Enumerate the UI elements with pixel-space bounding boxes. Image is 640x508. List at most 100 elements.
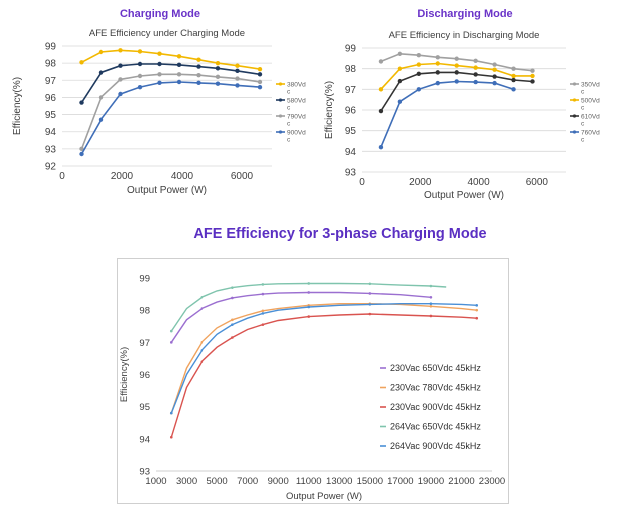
data-point — [473, 72, 478, 77]
y-tick-label: 97 — [345, 85, 357, 96]
data-point — [454, 79, 459, 84]
data-point — [231, 336, 234, 339]
data-point — [79, 60, 84, 65]
series-line — [80, 63, 261, 104]
data-point — [429, 314, 433, 318]
data-point — [307, 291, 311, 294]
legend-label: c — [287, 89, 291, 96]
data-point — [435, 61, 440, 66]
y-tick-label: 95 — [345, 126, 357, 137]
legend-label: c — [581, 137, 585, 144]
series-line — [81, 49, 261, 70]
data-point — [397, 99, 403, 104]
data-point — [196, 64, 201, 69]
legend-label: 900Vd — [287, 130, 306, 137]
three-phase-charging-chart: 93 94 95 96 97 98 99 1000 3000 5000 7000 9000 11000 1… — [119, 274, 505, 503]
x-tick-label: 0 — [59, 171, 65, 182]
y-tick-label: 95 — [45, 110, 57, 121]
data-point — [200, 341, 204, 344]
data-point — [429, 305, 433, 308]
data-point — [511, 87, 516, 92]
x-tick-label: 4000 — [171, 171, 194, 182]
y-tick-label: 95 — [139, 402, 150, 413]
data-point — [231, 296, 234, 300]
data-point — [475, 308, 479, 312]
data-point — [368, 312, 372, 316]
x-tick-label: 19000 — [418, 476, 444, 487]
data-point — [169, 341, 173, 344]
legend-label: c — [581, 89, 585, 96]
data-point — [530, 73, 535, 79]
x-tick-label: 15000 — [357, 476, 383, 487]
y-axis-label: Efficiency(%) — [12, 77, 23, 135]
data-point — [176, 54, 182, 59]
data-point — [231, 286, 234, 289]
series-line — [170, 282, 447, 332]
data-point — [368, 303, 372, 306]
data-point — [475, 304, 479, 307]
data-point — [492, 80, 497, 86]
data-point — [473, 79, 478, 85]
data-point — [368, 292, 372, 295]
data-point — [397, 51, 403, 56]
data-point — [454, 70, 459, 75]
data-point — [231, 323, 234, 326]
charging-mode-chart: AFE Efficiency under Charging Mode 92 93 94… — [12, 28, 306, 196]
x-tick-label: 3000 — [176, 476, 197, 487]
data-point — [492, 74, 497, 79]
y-tick-label: 96 — [139, 370, 150, 381]
data-point — [435, 70, 440, 75]
data-point — [307, 282, 311, 285]
x-tick-label: 1000 — [145, 476, 166, 487]
data-point — [200, 296, 204, 299]
legend-label: c — [581, 105, 585, 112]
data-point — [261, 312, 265, 315]
data-point — [429, 284, 433, 288]
data-point — [307, 305, 311, 309]
series-line — [80, 81, 261, 155]
data-point — [98, 70, 104, 75]
y-tick-label: 99 — [345, 44, 357, 55]
legend-label: 380Vd — [287, 82, 306, 89]
y-tick-label: 93 — [345, 168, 357, 179]
legend-marker — [572, 98, 577, 102]
data-point — [79, 100, 84, 105]
data-point — [118, 77, 123, 82]
data-point — [157, 61, 162, 67]
legend-marker — [278, 114, 283, 118]
chart-title: AFE Efficiency under Charging Mode — [89, 28, 245, 39]
data-point — [118, 48, 123, 53]
legend-marker — [572, 82, 577, 86]
data-point — [511, 77, 516, 83]
data-point — [492, 62, 497, 67]
data-point — [157, 80, 162, 86]
x-tick-label: 5000 — [207, 476, 228, 487]
data-point — [257, 66, 263, 72]
data-point — [137, 73, 143, 79]
data-point — [511, 73, 516, 79]
data-point — [378, 108, 384, 114]
data-point — [176, 79, 182, 85]
data-point — [196, 72, 201, 78]
series-line — [380, 71, 533, 112]
data-point — [397, 66, 403, 71]
x-tick-label: 21000 — [448, 476, 474, 487]
y-tick-label: 94 — [45, 127, 57, 138]
discharging-mode-heading: Discharging Mode — [417, 8, 513, 20]
data-point — [454, 56, 459, 61]
data-point — [98, 49, 104, 55]
legend-marker — [278, 82, 283, 86]
data-point — [435, 80, 440, 86]
legend-marker — [572, 114, 577, 118]
data-point — [137, 61, 143, 67]
series-line — [380, 80, 514, 148]
data-point — [137, 49, 143, 54]
data-point — [118, 63, 123, 68]
data-point — [492, 67, 497, 72]
data-point — [429, 296, 433, 299]
data-point — [416, 62, 422, 67]
legend-label: c — [287, 121, 291, 128]
data-point — [235, 76, 240, 81]
x-tick-label: 2000 — [409, 177, 432, 188]
x-tick-label: 7000 — [237, 476, 258, 487]
